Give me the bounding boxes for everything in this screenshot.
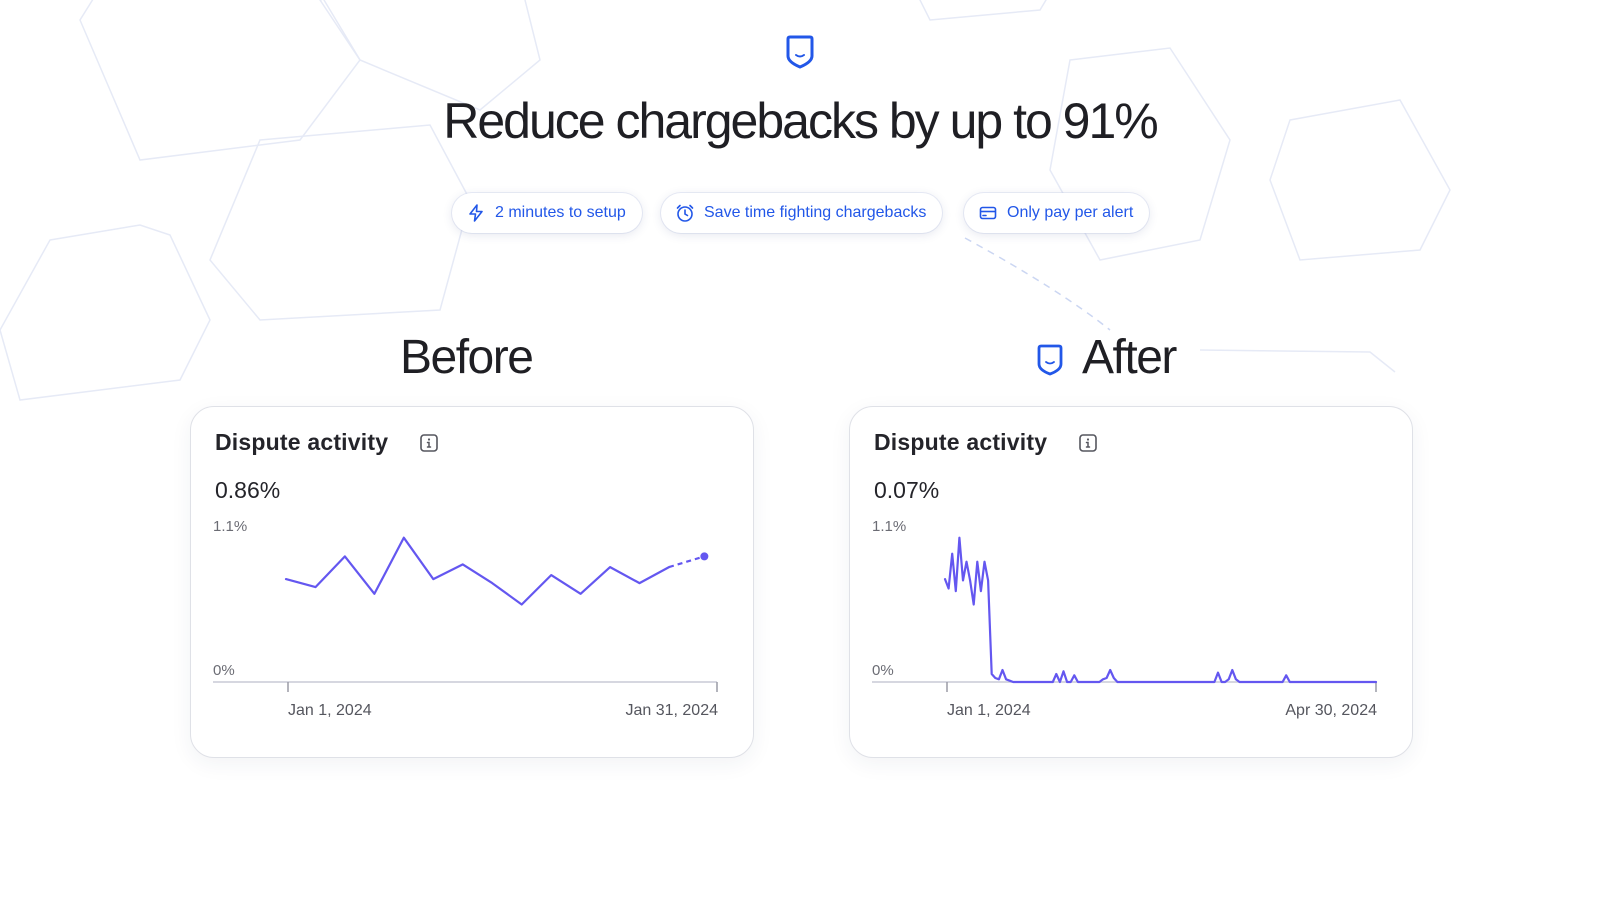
- card-title: Dispute activity: [874, 429, 1048, 455]
- dispute-activity-chart: 1.1% 0% Jan 1, 2024 Jan 31, 2024: [213, 518, 718, 719]
- x-tick-label: Jan 1, 2024: [288, 702, 372, 719]
- feature-pill-label: Only pay per alert: [1007, 204, 1134, 221]
- dispute-activity-card-after: Dispute activity 0.07% 1.1% 0% Jan 1, 2024…: [849, 406, 1413, 758]
- y-tick-label: 1.1%: [213, 518, 247, 535]
- after-title: After: [1082, 331, 1177, 384]
- dispute-activity-chart: 1.1% 0% Jan 1, 2024 Apr 30, 2024: [872, 518, 1378, 719]
- card-title: Dispute activity: [215, 429, 389, 455]
- dispute-activity-card-before: Dispute activity 0.86% 1.1% 0% Jan 1, 2024…: [190, 406, 754, 758]
- dispute-rate-value: 0.07%: [874, 477, 940, 503]
- feature-pill-save-time: Save time fighting chargebacks: [661, 193, 943, 233]
- feature-pill-setup: 2 minutes to setup: [452, 193, 642, 233]
- info-icon[interactable]: [419, 433, 439, 453]
- page-headline: Reduce chargebacks by up to 91%: [443, 93, 1159, 149]
- alarm-clock-icon: [676, 204, 694, 222]
- shield-logo-icon: [1037, 344, 1063, 376]
- x-tick-label: Jan 1, 2024: [947, 702, 1031, 719]
- feature-pill-label: 2 minutes to setup: [495, 204, 626, 221]
- credit-card-icon: [979, 206, 997, 220]
- series-line: [284, 536, 671, 606]
- projected-segment: [668, 555, 705, 569]
- y-tick-label: 1.1%: [872, 518, 906, 535]
- feature-pill-pay-per-alert: Only pay per alert: [964, 193, 1150, 233]
- y-tick-label: 0%: [213, 662, 235, 679]
- dispute-rate-value: 0.86%: [215, 477, 281, 503]
- series-line: [943, 536, 1378, 684]
- y-tick-label: 0%: [872, 662, 894, 679]
- shield-logo-icon: [786, 35, 814, 69]
- x-tick-label: Jan 31, 2024: [625, 702, 718, 719]
- feature-pill-label: Save time fighting chargebacks: [704, 204, 927, 221]
- info-icon[interactable]: [1078, 433, 1098, 453]
- before-title: Before: [400, 331, 534, 384]
- projected-point: [700, 552, 709, 561]
- x-tick-label: Apr 30, 2024: [1285, 702, 1377, 719]
- lightning-icon: [469, 204, 483, 222]
